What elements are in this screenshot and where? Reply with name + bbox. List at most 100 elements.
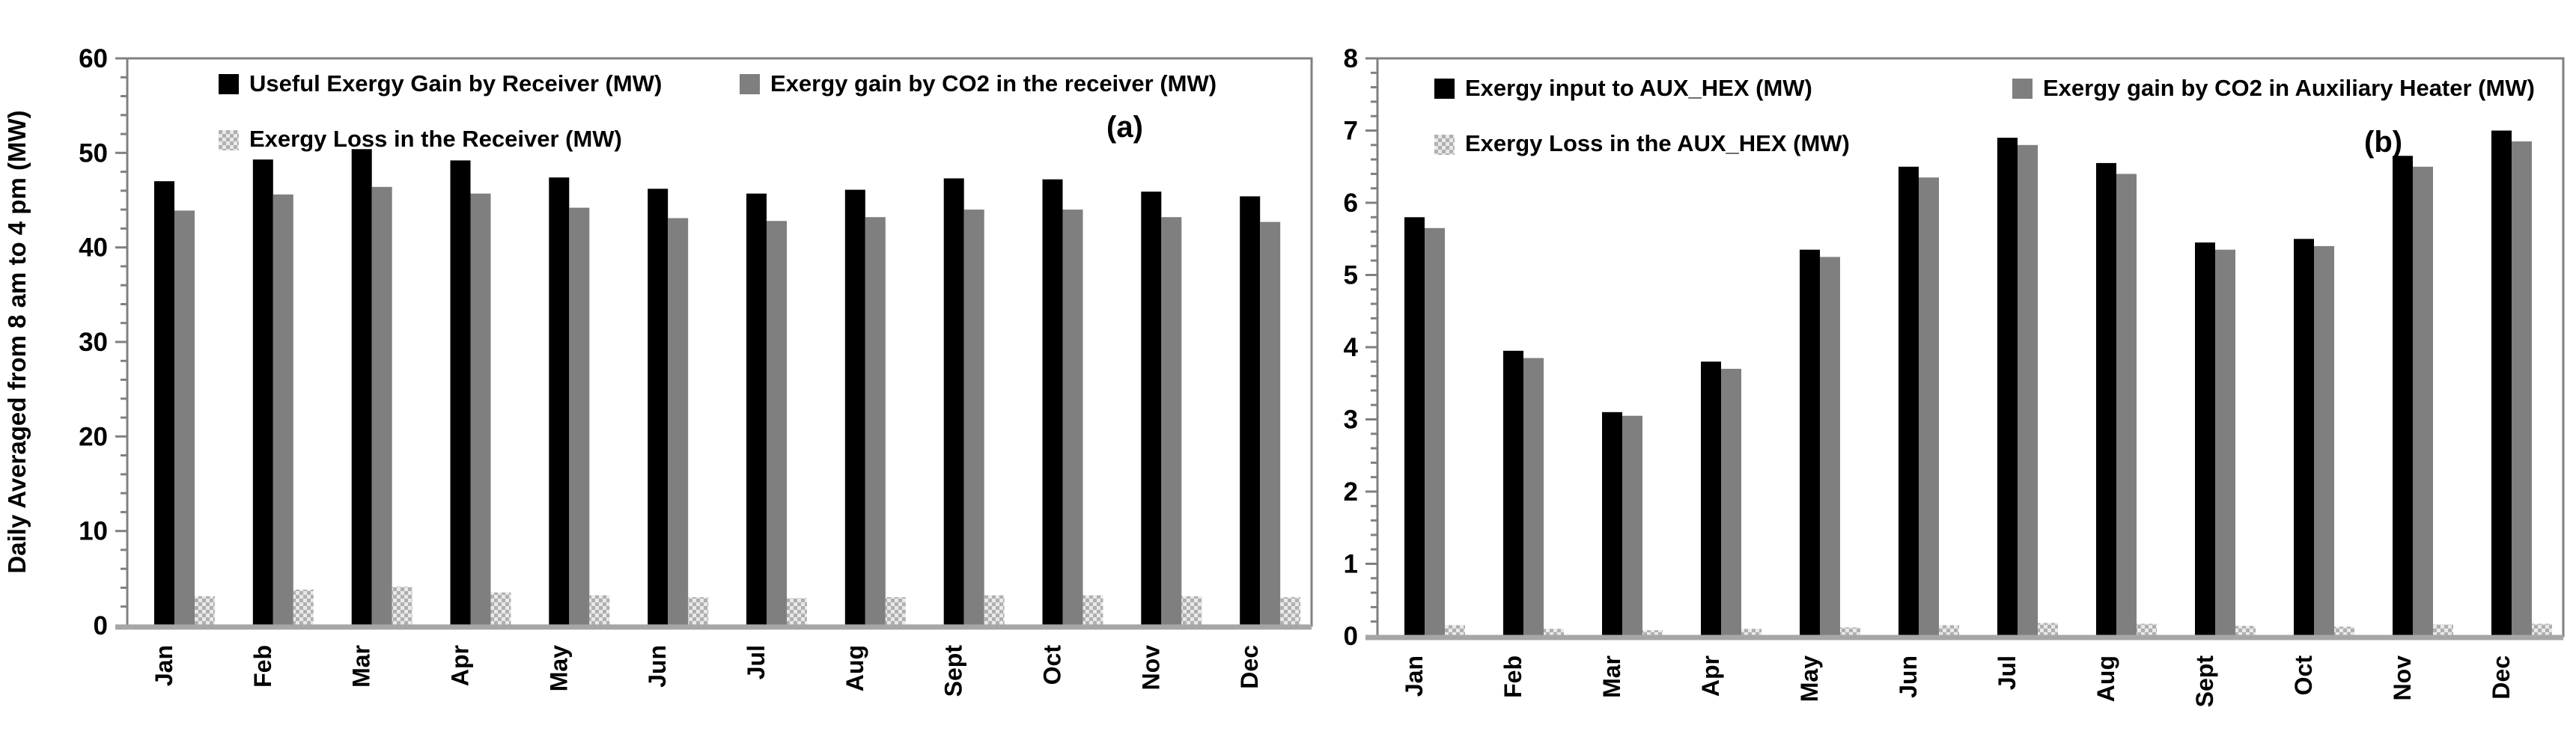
bar-nov-s1	[2413, 166, 2433, 637]
bar-mar-s2	[1642, 630, 1663, 636]
x-tick-label: Oct	[1038, 645, 1065, 685]
bar-dec-s0	[1240, 196, 1261, 626]
legend-label: Exergy Loss in the Receiver (MW)	[249, 126, 622, 152]
bar-jul-s1	[767, 221, 787, 626]
x-tick-label: Apr	[1697, 655, 1724, 697]
x-tick-label: May	[545, 645, 572, 691]
x-tick-label: Apr	[446, 645, 473, 686]
x-tick-label: Aug	[2092, 655, 2119, 702]
bar-dec-s1	[2512, 141, 2532, 636]
bar-aug-s2	[2137, 623, 2157, 636]
legend-item: Useful Exergy Gain by Receiver (MW)	[219, 70, 662, 97]
bar-sept-s1	[963, 210, 984, 626]
bar-oct-s0	[1042, 179, 1063, 626]
x-tick-label: Aug	[841, 645, 868, 691]
y-tick-label: 60	[79, 44, 108, 73]
bar-aug-s0	[844, 189, 865, 626]
bar-mar-s0	[351, 149, 372, 626]
bar-sept-s0	[2195, 242, 2215, 637]
x-tick-label: Jun	[644, 645, 671, 688]
bar-jan-s1	[1425, 227, 1445, 636]
bar-jun-s2	[688, 597, 709, 626]
bar-jun-s2	[1939, 625, 1959, 636]
bar-mar-s0	[1602, 412, 1622, 636]
x-tick-label: Feb	[249, 645, 276, 688]
bar-feb-s0	[252, 159, 273, 626]
x-tick-label: Jul	[1994, 655, 2021, 690]
y-tick-label: 0	[1344, 622, 1358, 651]
legend-swatch-black-icon	[1434, 78, 1455, 99]
x-tick-label: Feb	[1499, 655, 1526, 698]
x-tick-label: May	[1796, 655, 1823, 702]
x-tick-label: Sept	[2191, 655, 2218, 708]
bar-aug-s1	[2116, 174, 2137, 636]
bar-may-s2	[1840, 627, 1860, 636]
bar-jun-s0	[648, 189, 669, 626]
bar-oct-s2	[1083, 595, 1103, 626]
y-tick-label: 20	[79, 422, 108, 451]
bar-jun-s0	[1898, 166, 1919, 637]
bar-may-s1	[569, 207, 590, 626]
y-tick-label: 6	[1344, 189, 1358, 218]
y-tick-label: 5	[1344, 261, 1358, 290]
legend-label: Exergy gain by CO2 in the receiver (MW)	[770, 70, 1217, 97]
legend-item: Exergy input to AUX_HEX (MW)	[1434, 75, 1812, 102]
x-tick-label: Nov	[1137, 645, 1164, 691]
bar-feb-s2	[1544, 629, 1564, 637]
legend-item: Exergy Loss in the Receiver (MW)	[219, 126, 622, 153]
bar-oct-s2	[2334, 626, 2354, 636]
bar-feb-s1	[1523, 358, 1544, 636]
y-tick-label: 10	[79, 517, 108, 546]
bar-feb-s0	[1503, 350, 1523, 636]
bar-may-s0	[1800, 249, 1820, 636]
x-tick-label: Dec	[1236, 645, 1263, 689]
y-tick-label: 0	[94, 611, 108, 640]
y-tick-label: 40	[79, 233, 108, 263]
legend-label: Exergy gain by CO2 in Auxiliary Heater (…	[2043, 75, 2535, 101]
legend-swatch-pattern-icon	[1434, 134, 1455, 155]
bar-may-s0	[549, 177, 570, 626]
bar-oct-s1	[1062, 210, 1083, 626]
y-tick-label: 7	[1344, 117, 1358, 146]
bar-apr-s0	[1701, 361, 1721, 636]
y-tick-label: 2	[1344, 477, 1358, 507]
bar-apr-s1	[1721, 368, 1741, 636]
bar-jul-s1	[2018, 144, 2038, 637]
x-tick-label: Mar	[348, 645, 375, 688]
bar-jul-s2	[787, 598, 807, 626]
y-tick-label: 30	[79, 328, 108, 357]
bar-mar-s2	[392, 587, 412, 626]
legend-label: Useful Exergy Gain by Receiver (MW)	[249, 70, 663, 97]
bar-mar-s1	[371, 186, 392, 626]
y-tick-label: 4	[1344, 333, 1359, 362]
bar-feb-s1	[272, 194, 293, 626]
bar-may-s2	[589, 595, 610, 626]
bar-feb-s2	[293, 590, 314, 626]
legend-swatch-gray-icon	[2012, 78, 2033, 99]
x-tick-label: Dec	[2488, 655, 2515, 700]
legend-label: Exergy input to AUX_HEX (MW)	[1465, 75, 1812, 101]
bar-sept-s2	[2235, 626, 2256, 636]
x-tick-label: Mar	[1598, 655, 1625, 698]
bar-sept-s0	[943, 178, 964, 626]
y-tick-label: 1	[1344, 550, 1358, 579]
x-tick-label: Sept	[940, 645, 967, 697]
legend-swatch-pattern-icon	[219, 129, 239, 150]
bar-dec-s0	[2491, 130, 2512, 636]
bar-apr-s0	[450, 160, 471, 626]
bar-jan-s0	[154, 181, 174, 626]
bar-apr-s1	[470, 193, 491, 626]
bar-dec-s2	[2532, 623, 2552, 636]
bar-jun-s1	[668, 218, 689, 626]
x-tick-label: Jan	[150, 645, 177, 686]
panel-label-b: (b)	[2364, 126, 2403, 159]
y-tick-label: 50	[79, 138, 108, 168]
bar-nov-s0	[2393, 156, 2413, 637]
bar-jul-s0	[746, 193, 767, 626]
y-tick-label: 8	[1344, 44, 1358, 73]
bar-may-s1	[1820, 257, 1840, 636]
x-tick-label: Oct	[2290, 655, 2317, 696]
x-tick-label: Jun	[1895, 655, 1922, 698]
x-tick-label: Nov	[2389, 655, 2416, 701]
